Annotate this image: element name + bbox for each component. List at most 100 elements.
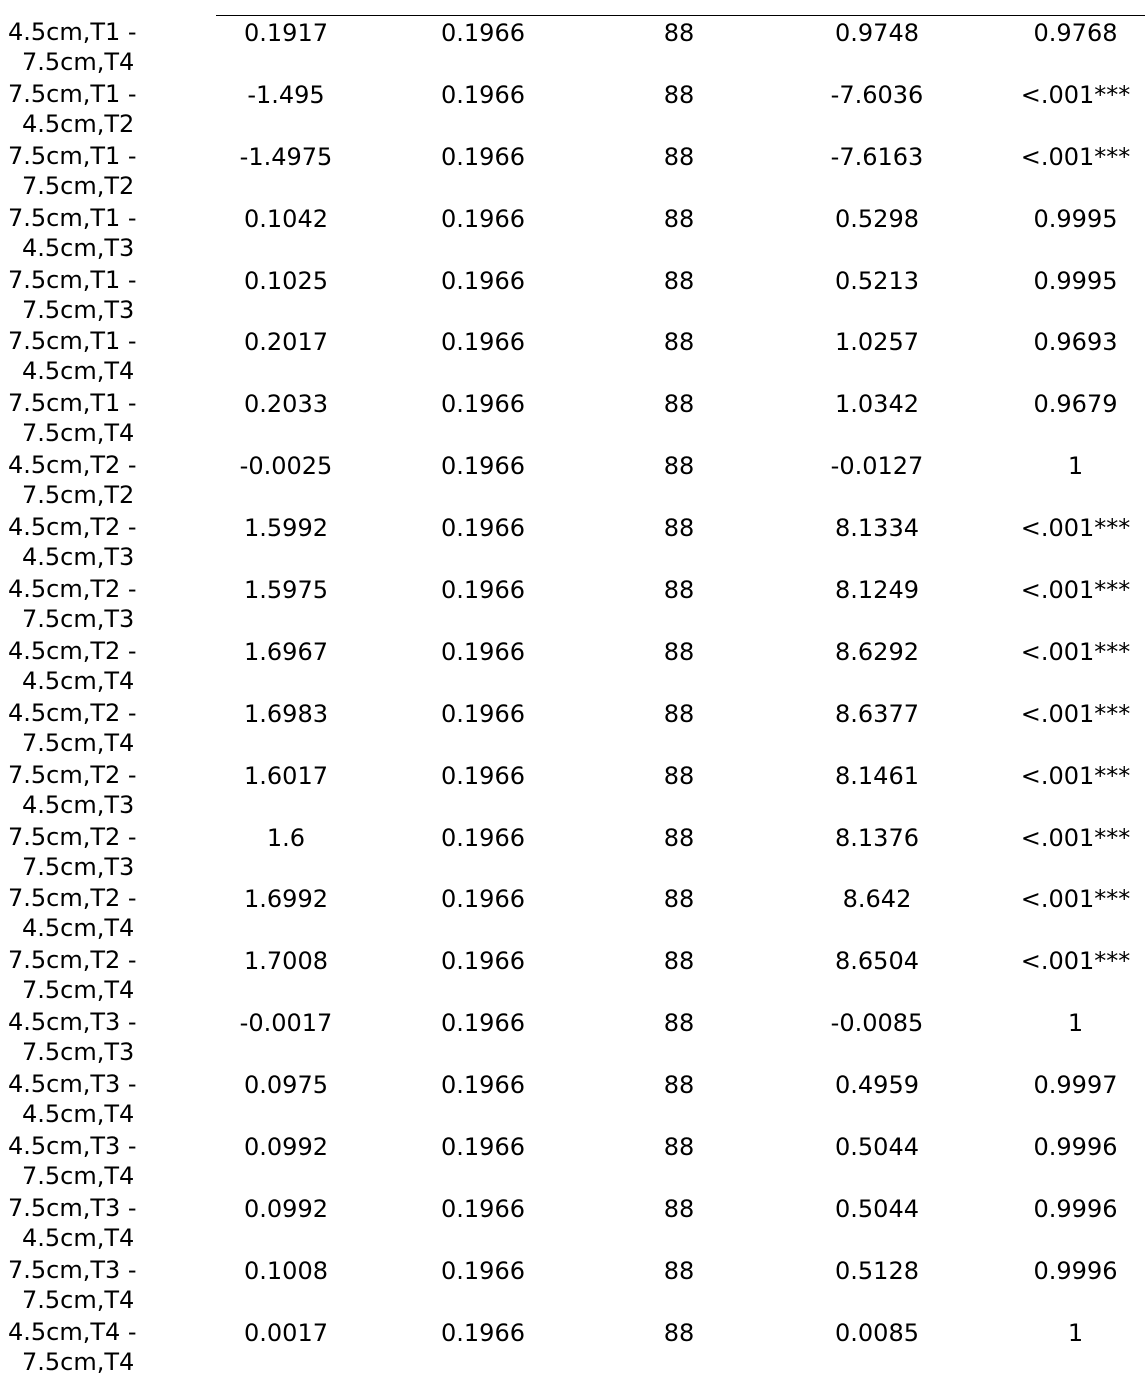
comparison-line-1: 7.5cm,T2 - [8, 760, 137, 789]
comparison-line-2: 7.5cm,T3 [22, 605, 135, 634]
p-value-cell: 1 [1067, 1009, 1084, 1038]
comparison-line-1: 4.5cm,T3 - [8, 1070, 137, 1099]
table-row: 4.5cm,T2 -4.5cm,T3 1.5992 0.1966 88 8.1334 <.… [8, 512, 1145, 574]
estimate-cell: 0.1042 [244, 204, 328, 233]
t-ratio-cell: 0.0085 [835, 1318, 919, 1347]
df-cell: 88 [663, 1256, 695, 1285]
t-ratio-cell: -7.6163 [830, 142, 924, 171]
comparison-line-2: 7.5cm,T2 [22, 481, 135, 510]
estimate-cell: 0.2017 [244, 328, 328, 357]
comparison-line-1: 4.5cm,T3 - [8, 1132, 137, 1161]
comparison-line-2: 7.5cm,T2 [22, 171, 135, 200]
comparison-line-1: 7.5cm,T1 - [8, 79, 137, 108]
p-value-cell: <.001*** [1020, 142, 1131, 171]
p-value-cell: <.001*** [1020, 699, 1131, 728]
df-cell: 88 [663, 204, 695, 233]
comparison-cell: 4.5cm,T2 -4.5cm,T4 [8, 636, 216, 698]
df-cell: 88 [663, 266, 695, 295]
t-ratio-cell: 8.642 [842, 885, 912, 914]
p-value-cell: <.001*** [1020, 885, 1131, 914]
comparison-line-2: 4.5cm,T3 [22, 543, 135, 572]
comparison-line-2: 7.5cm,T4 [22, 48, 135, 76]
p-value-cell: <.001*** [1020, 637, 1131, 666]
estimate-cell: 0.1025 [244, 266, 328, 295]
p-value-cell: 0.9679 [1033, 390, 1118, 419]
p-value-cell: <.001*** [1020, 576, 1131, 605]
comparison-line-2: 7.5cm,T4 [22, 976, 135, 1005]
df-cell: 88 [663, 885, 695, 914]
table-body: 4.5cm,T1 -7.5cm,T4 0.1917 0.1966 88 0.9748 0.… [8, 17, 1145, 1379]
comparison-cell: 7.5cm,T2 -7.5cm,T4 [8, 945, 216, 1007]
t-ratio-cell: 0.9748 [835, 19, 919, 47]
p-value-cell: 0.9996 [1033, 1194, 1118, 1223]
estimate-cell: 0.0992 [244, 1194, 328, 1223]
estimate-cell: 1.6983 [244, 699, 328, 728]
t-ratio-cell: -0.0127 [830, 452, 924, 481]
comparison-cell: 7.5cm,T1 -4.5cm,T4 [8, 326, 216, 388]
comparison-line-1: 4.5cm,T4 - [8, 1317, 137, 1346]
t-ratio-cell: -0.0085 [830, 1009, 924, 1038]
comparison-line-1: 4.5cm,T2 - [8, 636, 137, 665]
comparison-line-2: 4.5cm,T4 [22, 1223, 135, 1252]
comparison-cell: 7.5cm,T2 -7.5cm,T3 [8, 822, 216, 884]
df-cell: 88 [663, 1318, 695, 1347]
se-cell: 0.1966 [441, 514, 525, 543]
se-cell: 0.1966 [441, 761, 525, 790]
se-cell: 0.1966 [441, 1133, 525, 1162]
df-cell: 88 [663, 452, 695, 481]
se-cell: 0.1966 [441, 204, 525, 233]
estimate-cell: 0.0975 [244, 1071, 328, 1100]
table-row: 7.5cm,T1 -7.5cm,T2 -1.4975 0.1966 88 -7.6163… [8, 141, 1145, 203]
estimate-cell: 0.0017 [244, 1318, 328, 1347]
df-cell: 88 [663, 1009, 695, 1038]
table-row: 4.5cm,T3 -7.5cm,T4 0.0992 0.1966 88 0.5044 0.… [8, 1131, 1145, 1193]
se-cell: 0.1966 [441, 576, 525, 605]
comparison-cell: 4.5cm,T1 -7.5cm,T4 [8, 17, 216, 79]
p-value-cell: 1 [1067, 1318, 1084, 1347]
estimate-cell: 1.6 [266, 823, 306, 852]
se-cell: 0.1966 [441, 1009, 525, 1038]
table-row: 7.5cm,T1 -7.5cm,T4 0.2033 0.1966 88 1.0342 0.… [8, 388, 1145, 450]
comparison-line-1: 4.5cm,T2 - [8, 513, 137, 542]
estimate-cell: 1.7008 [244, 947, 328, 976]
p-value-cell: 0.9995 [1033, 204, 1118, 233]
df-cell: 88 [663, 576, 695, 605]
se-cell: 0.1966 [441, 823, 525, 852]
df-cell: 88 [663, 19, 695, 47]
comparison-line-1: 7.5cm,T1 - [8, 327, 137, 356]
se-cell: 0.1966 [441, 1194, 525, 1223]
p-value-cell: <.001*** [1020, 80, 1131, 109]
df-cell: 88 [663, 947, 695, 976]
t-ratio-cell: 8.6504 [835, 947, 919, 976]
comparison-cell: 7.5cm,T1 -4.5cm,T3 [8, 203, 216, 265]
table-row: 7.5cm,T2 -4.5cm,T3 1.6017 0.1966 88 8.1461 <.… [8, 760, 1145, 822]
t-ratio-cell: 8.1249 [835, 576, 919, 605]
t-ratio-cell: 0.5128 [835, 1256, 919, 1285]
t-ratio-cell: 1.0257 [835, 328, 919, 357]
comparison-cell: 7.5cm,T3 -4.5cm,T4 [8, 1193, 216, 1255]
estimate-cell: -1.4975 [239, 142, 333, 171]
comparison-cell: 4.5cm,T3 -7.5cm,T3 [8, 1007, 216, 1069]
estimate-cell: 0.1008 [244, 1256, 328, 1285]
table-row: 7.5cm,T2 -7.5cm,T4 1.7008 0.1966 88 8.6504 <.… [8, 945, 1145, 1007]
se-cell: 0.1966 [441, 947, 525, 976]
comparison-cell: 7.5cm,T1 -7.5cm,T2 [8, 141, 216, 203]
t-ratio-cell: 0.5213 [835, 266, 919, 295]
se-cell: 0.1966 [441, 142, 525, 171]
table-row: 7.5cm,T2 -7.5cm,T3 1.6 0.1966 88 8.1376 <.001… [8, 822, 1145, 884]
t-ratio-cell: -7.6036 [830, 80, 924, 109]
comparison-line-1: 7.5cm,T1 - [8, 265, 137, 294]
se-cell: 0.1966 [441, 637, 525, 666]
t-ratio-cell: 8.6377 [835, 699, 919, 728]
comparison-cell: 7.5cm,T2 -4.5cm,T4 [8, 883, 216, 945]
p-value-cell: 0.9996 [1033, 1256, 1118, 1285]
se-cell: 0.1966 [441, 699, 525, 728]
comparison-cell: 7.5cm,T1 -4.5cm,T2 [8, 79, 216, 141]
p-value-cell: 0.9768 [1033, 19, 1118, 47]
se-cell: 0.1966 [441, 328, 525, 357]
estimate-cell: 1.6992 [244, 885, 328, 914]
t-ratio-cell: 8.1461 [835, 761, 919, 790]
comparison-line-1: 7.5cm,T2 - [8, 884, 137, 913]
t-ratio-cell: 0.5044 [835, 1194, 919, 1223]
table-row: 7.5cm,T1 -4.5cm,T2 -1.495 0.1966 88 -7.6036 <… [8, 79, 1145, 141]
